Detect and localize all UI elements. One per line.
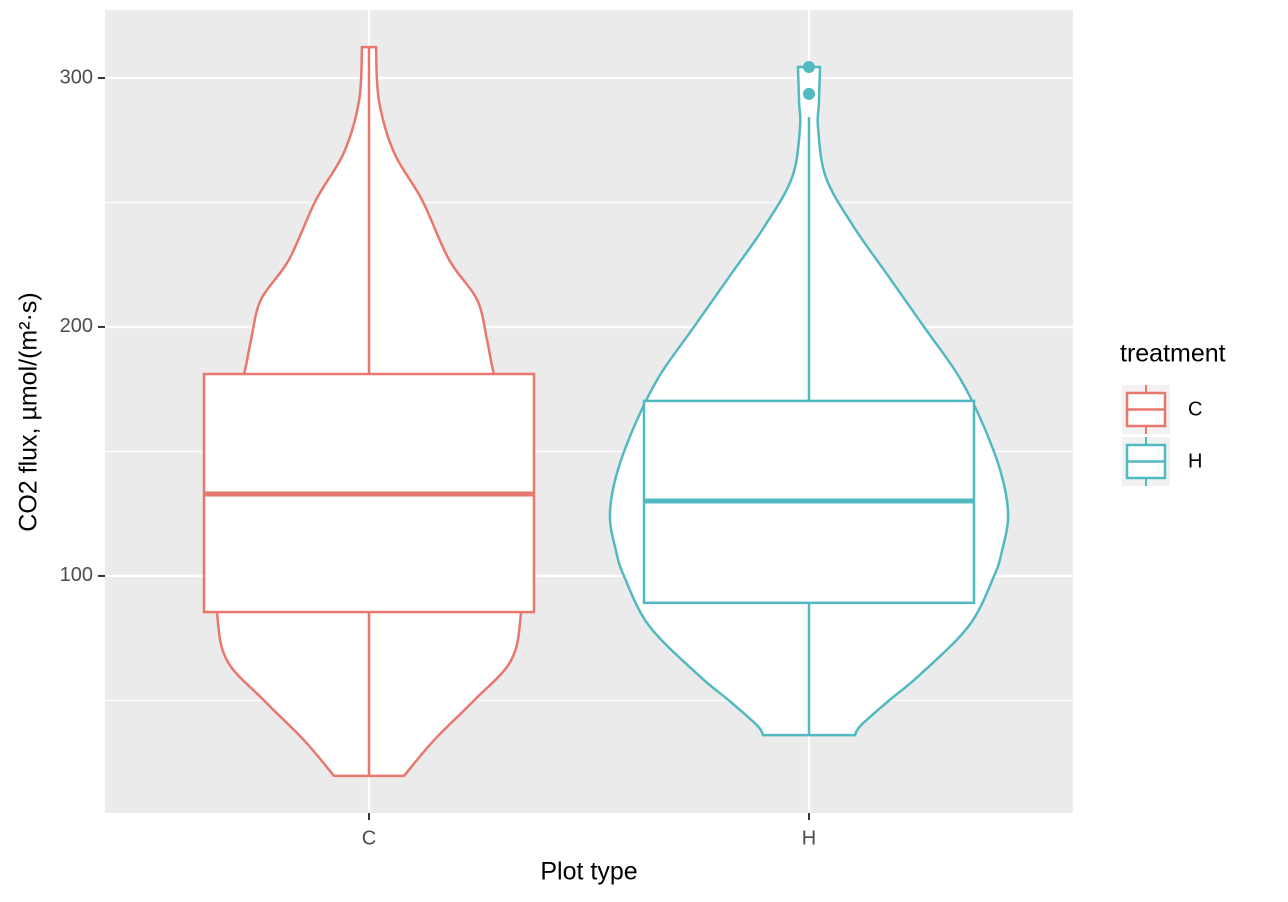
x-tick-label: H xyxy=(802,827,816,849)
legend-label: C xyxy=(1188,398,1202,420)
y-tick-label: 300 xyxy=(60,66,93,88)
y-tick-label: 200 xyxy=(60,315,93,337)
x-tick-label: C xyxy=(362,827,376,849)
x-axis-title: Plot type xyxy=(540,858,637,886)
outlier xyxy=(803,61,815,74)
y-axis-title: CO2 flux, µmol/(m²·s) xyxy=(15,292,43,531)
legend-title: treatment xyxy=(1120,340,1226,368)
legend-label: H xyxy=(1188,450,1202,472)
y-tick-label: 100 xyxy=(60,564,93,586)
outlier xyxy=(803,87,815,100)
